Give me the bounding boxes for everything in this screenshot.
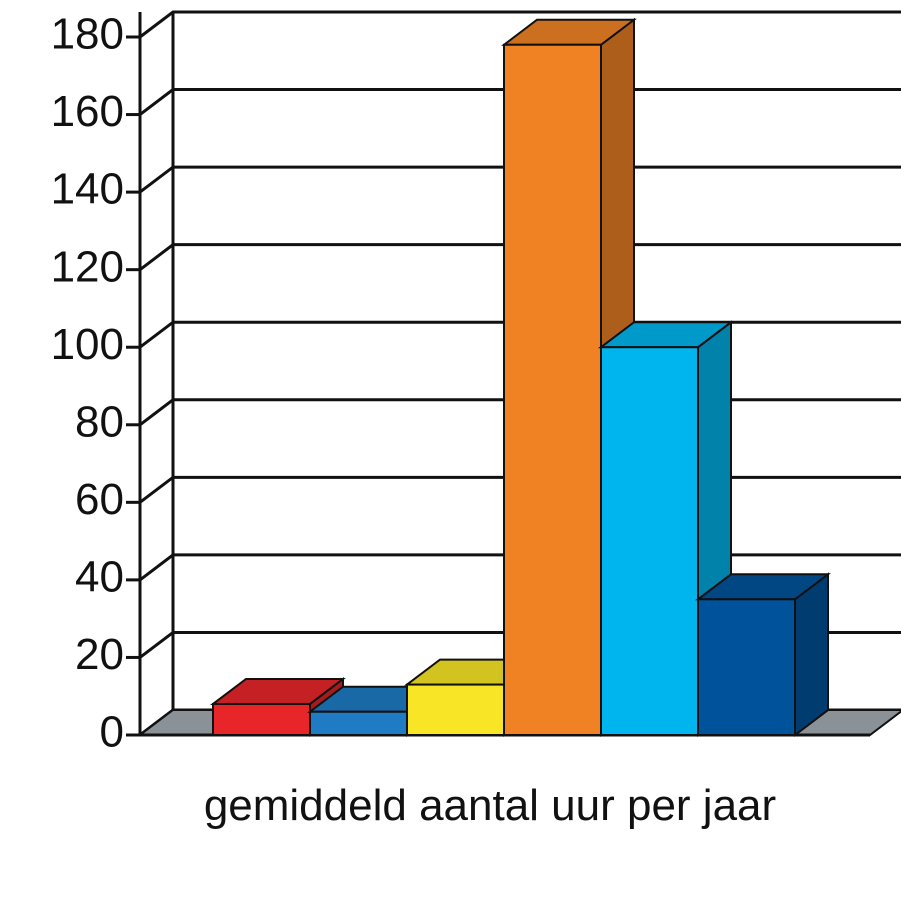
category-label: gemiddeld aantal uur per jaar: [203, 781, 777, 830]
y-tick-label: 80: [75, 397, 124, 446]
grid-line: [139, 10, 901, 39]
y-tick-label: 0: [100, 708, 124, 757]
bar: [503, 43, 602, 736]
bar-side: [794, 572, 829, 738]
grid-line: [139, 165, 901, 194]
y-tick-label: 60: [75, 475, 124, 524]
bar: [697, 598, 796, 736]
grid-line: [139, 88, 901, 116]
y-tick-label: 40: [75, 553, 124, 602]
y-tick-label: 180: [51, 10, 124, 59]
y-tick-label: 160: [51, 87, 124, 136]
bar: [212, 702, 311, 737]
grid-line: [139, 243, 901, 271]
y-tick-label: 20: [75, 630, 124, 679]
y-tick-label: 120: [51, 242, 124, 291]
bar: [406, 683, 505, 736]
y-tick-label: 140: [51, 165, 124, 214]
y-tick-label: 100: [51, 320, 124, 369]
bar: [309, 710, 408, 737]
bar: [600, 346, 699, 736]
